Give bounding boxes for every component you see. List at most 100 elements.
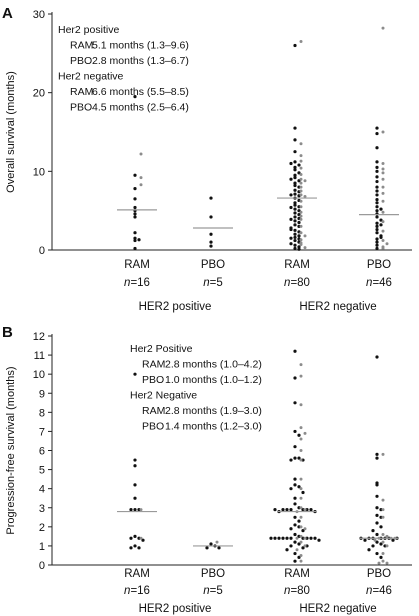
y-tick-label: 5	[39, 465, 45, 477]
data-point	[375, 231, 379, 235]
legend-arm: PBO	[70, 102, 92, 114]
data-point	[375, 131, 379, 136]
data-point	[289, 487, 293, 491]
data-point	[371, 544, 375, 548]
data-point	[285, 536, 289, 540]
data-point	[273, 508, 277, 512]
legend-arm: PBO	[70, 55, 92, 67]
n-symbol: n	[203, 277, 209, 289]
data-point	[293, 532, 297, 537]
data-point	[217, 546, 221, 550]
legend-header: Her2 Negative	[130, 390, 197, 402]
n-symbol: n	[124, 277, 130, 289]
data-point	[293, 483, 297, 487]
panel-letter: B	[2, 324, 13, 341]
data-point-grey	[381, 220, 385, 224]
n-value: =46	[372, 277, 392, 289]
data-point	[375, 205, 379, 209]
data-point	[133, 238, 137, 243]
legend-arm: RAM	[142, 405, 165, 417]
data-point	[301, 529, 305, 533]
y-tick-label: 10	[33, 369, 45, 381]
data-point-grey	[381, 161, 385, 165]
category-label: RAM	[284, 568, 310, 580]
data-point-grey	[299, 189, 303, 193]
data-point	[371, 529, 375, 533]
data-point	[293, 496, 297, 500]
data-point-grey	[299, 159, 303, 163]
legend-value: 1.0 months (1.0–1.2)	[165, 374, 262, 386]
data-point-grey	[381, 532, 385, 536]
data-point	[297, 456, 301, 460]
data-point	[293, 243, 297, 247]
data-point	[293, 515, 297, 519]
data-point	[375, 224, 379, 228]
data-point	[133, 95, 137, 99]
data-point-grey	[385, 544, 389, 548]
data-point	[133, 458, 137, 462]
data-point	[297, 247, 301, 251]
y-tick-label: 2	[39, 522, 45, 534]
category-label: PBO	[367, 568, 391, 580]
legend-value: 5.1 months (1.3–9.6)	[92, 40, 189, 52]
data-point-grey	[299, 210, 303, 214]
n-symbol: n	[284, 585, 290, 597]
data-point	[367, 548, 371, 552]
data-point-grey	[303, 195, 307, 199]
data-point	[281, 536, 285, 540]
n-label: n=16	[124, 277, 150, 289]
data-point-grey	[303, 431, 307, 435]
data-point-grey	[381, 191, 385, 195]
data-point	[129, 546, 133, 550]
data-point	[133, 231, 137, 235]
legend-value: 2.8 months (1.0–4.2)	[165, 359, 262, 371]
data-point	[375, 165, 379, 169]
data-point	[133, 187, 137, 191]
category-label: PBO	[367, 259, 391, 271]
data-point	[133, 236, 137, 240]
data-point	[375, 179, 379, 184]
data-point-grey	[377, 561, 381, 565]
data-point	[363, 538, 367, 542]
data-point-grey	[373, 538, 377, 542]
data-point-grey	[299, 506, 303, 510]
data-point	[317, 538, 321, 542]
data-point	[293, 376, 297, 380]
group-label: HER2 negative	[299, 603, 376, 615]
data-point-grey	[299, 525, 303, 529]
data-point-grey	[303, 234, 307, 238]
data-point	[289, 236, 293, 240]
data-point-grey	[303, 508, 307, 512]
data-point	[209, 215, 213, 219]
data-point	[391, 538, 395, 542]
data-point-grey	[299, 214, 303, 218]
data-point	[379, 555, 383, 559]
legend-arm: PBO	[142, 421, 164, 433]
data-point	[137, 546, 141, 550]
data-point-grey	[381, 515, 385, 519]
category-label: PBO	[201, 259, 225, 271]
y-axis-label: Overall survival (months)	[5, 71, 17, 193]
legend-arm: RAM	[70, 86, 93, 98]
data-point	[289, 177, 293, 181]
data-point	[209, 240, 213, 244]
data-point-grey	[299, 241, 303, 245]
n-value: =16	[130, 585, 150, 597]
data-point	[293, 523, 297, 527]
data-point	[297, 555, 301, 559]
data-point	[375, 513, 379, 517]
data-point	[293, 540, 297, 544]
n-label: n=46	[366, 585, 392, 597]
y-tick-label: 11	[34, 350, 45, 362]
data-point	[209, 232, 213, 236]
data-point	[293, 246, 297, 251]
data-point	[379, 235, 383, 240]
data-point	[375, 160, 379, 164]
data-point	[375, 540, 379, 544]
group-label: HER2 positive	[139, 603, 212, 615]
data-point	[277, 536, 281, 540]
y-tick-label: 6	[39, 446, 45, 458]
data-point-grey	[139, 536, 143, 540]
y-tick-label: 30	[33, 9, 45, 21]
data-point	[293, 165, 297, 169]
